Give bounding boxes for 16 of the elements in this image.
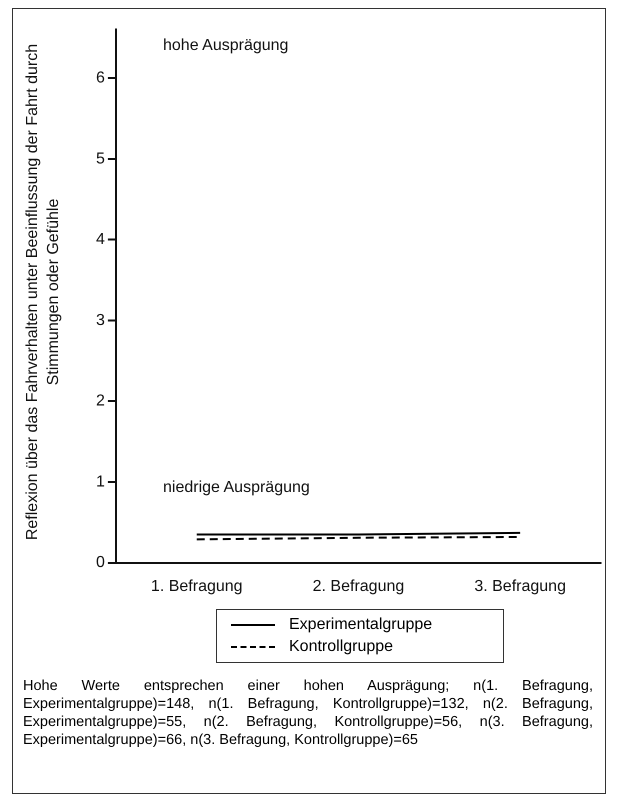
y-axis-title: Reflexion über das Fahrverhalten unter Beeinflussung der Fahrt durch Stimmungen oder Gefühle [23,42,63,542]
y-tick-label: 4 [96,231,105,248]
y-tick-label: 0 [96,554,105,572]
y-tick-label: 6 [96,69,105,86]
y-tick-label: 3 [96,312,105,329]
text: Hohe Werte entsprechen einer hohen Ausprägung; n(1. Befragung, Experimentalgruppe)=148, n(1. Befragung, Kontrollgruppe)=132, n(2. Befragung, Experimentalgruppe)=55, n(2. Befragung, Kontrollgruppe)=56, n(3. Befragung, Experimentalgruppe)=66, n(3. Befragung, Kontrollgruppe)=65 [23,677,593,749]
y-tick-label: 2 [96,392,105,410]
x-tick-label: 1. Befragung [150,578,243,595]
x-tick-label: 2. Befragung [312,578,404,595]
annotation: hohe Ausprägung [163,37,288,55]
legend-label: Experimentalgruppe [289,616,432,634]
y-tick-label: 5 [96,150,105,168]
annotation: niedrige Ausprägung [163,479,310,497]
legend-label: Kontrollgruppe [289,638,394,656]
x-tick-label: 3. Befragung [474,578,566,595]
y-tick-label: 1 [96,473,105,490]
